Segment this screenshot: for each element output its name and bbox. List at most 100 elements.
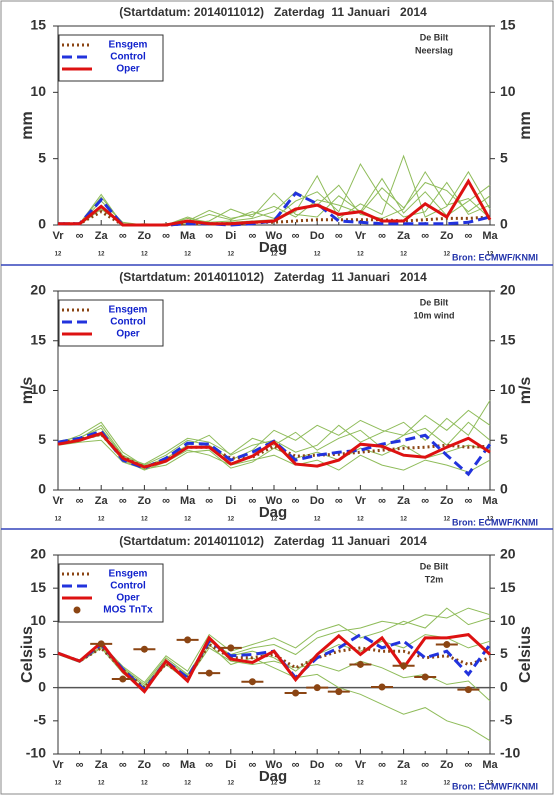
y-axis-label-right: Celsius	[517, 626, 534, 683]
x-minor-tick-label: ∞	[119, 495, 127, 507]
y-tick-label: 5	[38, 431, 46, 447]
x-minor-tick-label: ∞	[248, 495, 256, 507]
x-minor-tick-label: ∞	[162, 230, 170, 242]
x-hour-label: 12	[227, 517, 234, 523]
mos-point	[443, 641, 451, 649]
mos-point	[378, 683, 386, 691]
x-hour-label: 12	[98, 252, 105, 258]
x-minor-tick-label: ∞	[464, 495, 472, 507]
source: Bron: ECMWF/KNMI	[452, 252, 538, 262]
variable: Neerslag	[415, 45, 453, 55]
y-tick-label: 5	[38, 645, 46, 661]
x-minor-tick-label: ∞	[464, 230, 472, 242]
y-tick-label-right: 5	[500, 149, 508, 165]
ensemble-member	[57, 154, 491, 226]
location: De Bilt	[420, 561, 449, 571]
x-minor-tick-label: ∞	[205, 495, 213, 507]
x-tick-label: Za	[95, 495, 109, 507]
legend-swatch	[73, 606, 81, 614]
y-axis-label-right: m/s	[517, 377, 534, 405]
x-hour-label: 12	[443, 252, 450, 258]
x-hour-label: 12	[141, 517, 148, 523]
y-tick-label-right: -10	[500, 745, 520, 761]
x-minor-tick-label: ∞	[292, 230, 300, 242]
x-hour-label: 12	[400, 252, 407, 258]
x-minor-tick-label: ∞	[421, 230, 429, 242]
y-tick-label: -5	[34, 712, 47, 728]
y-tick-label-right: 5	[500, 645, 508, 661]
mos-point	[205, 669, 213, 677]
x-hour-label: 12	[400, 517, 407, 523]
y-tick-label: 15	[30, 17, 46, 33]
ensemble-member	[57, 643, 491, 742]
x-axis-label: Dag	[259, 768, 287, 785]
x-hour-label: 12	[141, 252, 148, 258]
y-tick-label-right: 10	[500, 381, 516, 397]
x-tick-label: Ma	[482, 230, 498, 242]
legend-label: Ensgem	[109, 40, 148, 51]
mos-point	[292, 689, 300, 697]
x-tick-label: Zo	[138, 759, 152, 771]
x-tick-label: Vr	[52, 230, 64, 242]
legend-label: Oper	[116, 64, 139, 75]
variable: T2m	[425, 574, 444, 584]
x-tick-label: Zo	[138, 230, 152, 242]
y-tick-label: 0	[38, 481, 46, 497]
y-tick-label: 20	[30, 546, 46, 562]
y-tick-label-right: 15	[500, 579, 516, 595]
mos-point	[464, 686, 472, 694]
panel-title: (Startdatum: 2014011012) Zaterdag 11 Jan…	[119, 270, 427, 284]
x-hour-label: 12	[487, 781, 494, 787]
x-hour-label: 12	[443, 517, 450, 523]
y-tick-label: 10	[30, 83, 46, 99]
y-axis-label: Celsius	[19, 626, 36, 683]
ensemble-member	[57, 434, 491, 473]
legend-box	[58, 34, 164, 82]
x-tick-label: Wo	[266, 495, 283, 507]
x-hour-label: 12	[227, 252, 234, 258]
y-axis-label: m/s	[19, 377, 36, 405]
location: De Bilt	[420, 297, 449, 307]
panel-title: (Startdatum: 2014011012) Zaterdag 11 Jan…	[119, 534, 427, 548]
x-minor-tick-label: ∞	[76, 495, 84, 507]
x-tick-label: Za	[95, 230, 109, 242]
x-minor-tick-label: ∞	[205, 230, 213, 242]
x-hour-label: 12	[314, 252, 321, 258]
x-hour-label: 12	[357, 781, 364, 787]
x-tick-label: Za	[397, 759, 411, 771]
x-minor-tick-label: ∞	[119, 759, 127, 771]
x-tick-label: Za	[95, 759, 109, 771]
mos-point	[97, 640, 105, 648]
legend-label: MOS TnTx	[103, 605, 153, 616]
x-tick-label: Di	[225, 495, 236, 507]
x-minor-tick-label: ∞	[119, 230, 127, 242]
y-tick-label-right: 0	[500, 216, 508, 232]
x-tick-label: Zo	[440, 230, 454, 242]
y-tick-label: -10	[26, 745, 46, 761]
legend-label: Control	[110, 581, 146, 592]
x-hour-label: 12	[487, 517, 494, 523]
x-tick-label: Vr	[355, 495, 367, 507]
x-tick-label: Do	[310, 759, 325, 771]
y-tick-label-right: 15	[500, 331, 516, 347]
x-tick-label: Wo	[266, 230, 283, 242]
y-tick-label-right: 0	[500, 678, 508, 694]
mos-point	[227, 644, 235, 652]
x-tick-label: Zo	[440, 759, 454, 771]
x-minor-tick-label: ∞	[292, 759, 300, 771]
x-minor-tick-label: ∞	[378, 759, 386, 771]
x-axis-label: Dag	[259, 504, 287, 521]
x-tick-label: Vr	[52, 495, 64, 507]
x-tick-label: Vr	[52, 759, 64, 771]
x-minor-tick-label: ∞	[421, 759, 429, 771]
x-hour-label: 12	[443, 781, 450, 787]
x-hour-label: 12	[184, 781, 191, 787]
legend-label: Ensgem	[109, 569, 148, 580]
series-line	[57, 633, 492, 694]
ensemble-member	[57, 439, 491, 470]
y-tick-label: 0	[38, 678, 46, 694]
x-hour-label: 12	[98, 517, 105, 523]
x-minor-tick-label: ∞	[292, 495, 300, 507]
x-hour-label: 12	[357, 252, 364, 258]
